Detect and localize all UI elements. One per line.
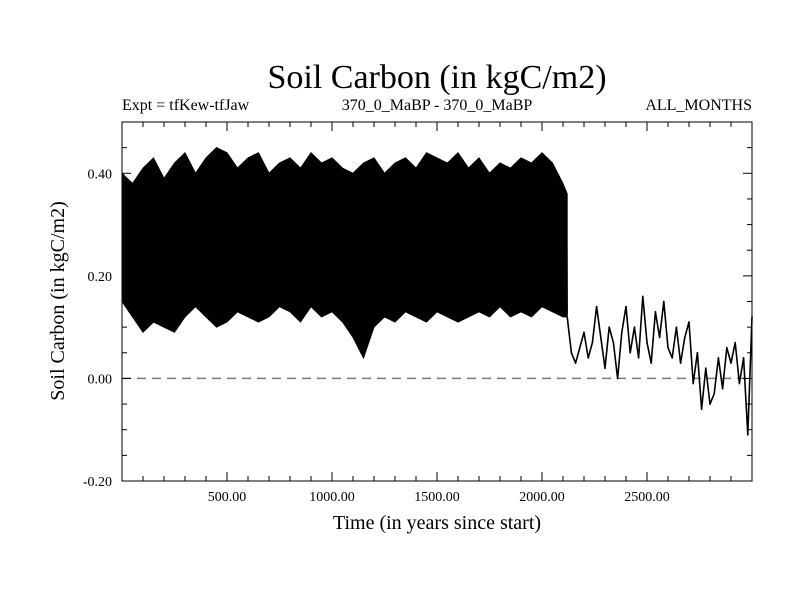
series-point [658, 336, 661, 339]
series-point [650, 362, 652, 364]
series-point [600, 336, 602, 339]
y-tick-label: -0.20 [83, 475, 112, 490]
series-point [616, 377, 619, 380]
series-point [587, 357, 589, 359]
chart-title: Soil Carbon (in kgC/m2) [267, 59, 606, 96]
series-point [667, 346, 669, 349]
series-point [700, 408, 703, 411]
series-point [570, 351, 573, 354]
series-point [629, 351, 631, 354]
series-point [646, 341, 648, 344]
series-point [751, 316, 753, 318]
series-point [621, 331, 623, 334]
series-point [713, 393, 715, 395]
y-tick-label: 0.00 [88, 372, 113, 387]
series-point [595, 305, 598, 308]
series-point [738, 382, 741, 385]
series-point [747, 434, 749, 436]
series-point [671, 357, 673, 359]
series-point [637, 357, 640, 359]
series-point [692, 382, 694, 385]
series-point [742, 357, 745, 359]
series-point [663, 300, 665, 303]
series-point [705, 367, 707, 369]
series-point [675, 326, 678, 328]
series-point [679, 362, 682, 364]
series-point [612, 341, 615, 344]
series-point [583, 331, 585, 334]
series-point [604, 367, 606, 369]
plot-area: 500.00 1000.00 1500.00 2000.00 2500.00 -0.20 0… [83, 121, 753, 505]
series-point [591, 341, 594, 344]
series-line [566, 295, 753, 436]
y-axis-label: Soil Carbon (in kgC/m2) [47, 201, 69, 400]
y-tick-label: 0.20 [88, 270, 113, 285]
series-point [726, 346, 728, 349]
x-tick-label: 1000.00 [309, 490, 355, 505]
y-tick-label: 0.40 [88, 167, 113, 182]
series-point [579, 346, 581, 349]
x-axis-label: Time (in years since start) [333, 512, 541, 534]
x-tick-label: 500.00 [208, 490, 247, 505]
series-point [709, 403, 711, 405]
series-band-texture [121, 154, 568, 354]
experiment-label: Expt = tfKew-tfJaw [122, 97, 250, 114]
series-point [730, 362, 732, 364]
x-tick-label: 1500.00 [414, 490, 460, 505]
series-point [642, 295, 644, 298]
series-point [684, 336, 686, 339]
months-label: ALL_MONTHS [645, 97, 752, 114]
series-point [696, 351, 699, 354]
series-point [734, 341, 736, 344]
series-point [574, 362, 577, 364]
series-point [566, 316, 568, 318]
period-label: 370_0_MaBP - 370_0_MaBP [342, 97, 533, 114]
series-point [721, 387, 724, 390]
series-point [688, 321, 690, 323]
series-point [633, 326, 636, 328]
series-point [608, 326, 610, 328]
series-point [625, 305, 627, 308]
x-tick-label: 2500.00 [624, 490, 670, 505]
x-tick-label: 2000.00 [519, 490, 565, 505]
series-point [654, 310, 657, 313]
series-point [717, 357, 720, 359]
